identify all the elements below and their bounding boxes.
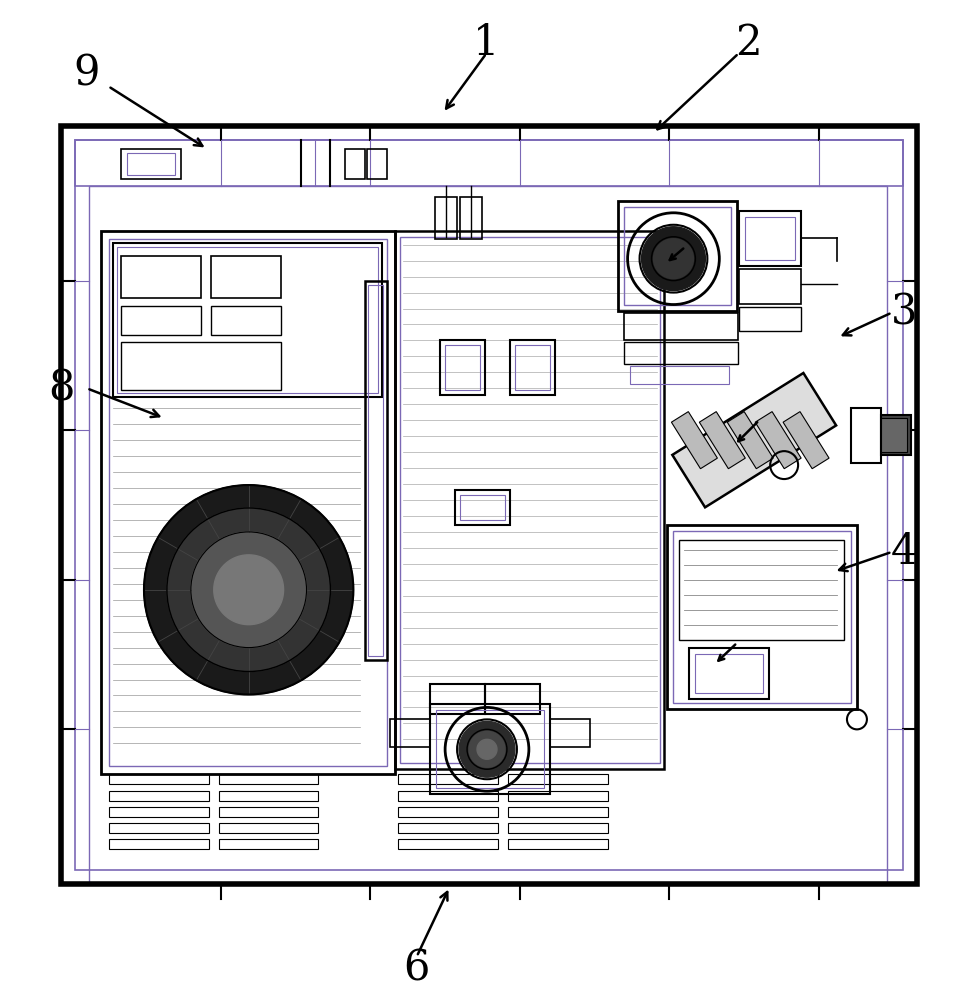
Polygon shape [144, 485, 353, 694]
Bar [485, 684, 540, 714]
Text: 8: 8 [49, 367, 75, 409]
Bar [550, 719, 590, 747]
Bar [739, 269, 801, 304]
Bar [460, 495, 505, 520]
Bar [109, 823, 209, 833]
Polygon shape [654, 239, 694, 279]
Polygon shape [214, 555, 283, 625]
Polygon shape [700, 412, 745, 469]
Bar [61, 126, 917, 884]
Bar [211, 256, 280, 298]
Bar [430, 684, 485, 714]
Bar [219, 774, 318, 784]
Text: 3: 3 [890, 292, 917, 334]
Bar [851, 408, 881, 463]
Bar [109, 807, 209, 817]
Polygon shape [191, 532, 306, 648]
Bar [75, 140, 903, 870]
Text: 9: 9 [74, 52, 100, 94]
Text: 1: 1 [473, 22, 500, 64]
Bar [460, 197, 482, 239]
Bar [219, 839, 318, 849]
Bar [90, 186, 886, 884]
Text: 6: 6 [404, 948, 430, 990]
Bar [121, 306, 200, 335]
Bar [508, 807, 608, 817]
Bar [739, 211, 801, 266]
Bar [508, 791, 608, 801]
Bar [690, 648, 770, 699]
Bar [455, 490, 510, 525]
Polygon shape [469, 731, 505, 767]
Bar [673, 531, 851, 703]
Bar [121, 342, 280, 390]
Bar [368, 149, 387, 179]
Bar [109, 774, 209, 784]
Bar [113, 243, 382, 397]
Bar [430, 704, 550, 794]
Bar [696, 654, 763, 693]
Bar [398, 839, 498, 849]
Bar [345, 149, 365, 179]
Bar [679, 540, 844, 640]
Bar [219, 823, 318, 833]
Bar [121, 149, 181, 179]
Bar [121, 256, 200, 298]
Bar [398, 791, 498, 801]
Bar [510, 340, 555, 395]
Bar [219, 791, 318, 801]
Polygon shape [672, 373, 836, 507]
Bar [624, 207, 732, 305]
Bar [398, 823, 498, 833]
Bar [219, 807, 318, 817]
Bar [127, 153, 175, 175]
Polygon shape [783, 412, 829, 469]
Polygon shape [671, 412, 717, 469]
Text: 2: 2 [736, 22, 762, 64]
Bar [881, 415, 911, 455]
Bar [101, 231, 395, 774]
Bar [739, 307, 801, 331]
Bar [508, 774, 608, 784]
Bar [881, 418, 907, 452]
Bar [440, 340, 485, 395]
Bar [398, 807, 498, 817]
Text: 4: 4 [890, 531, 917, 573]
Bar [369, 285, 383, 656]
Bar [117, 247, 378, 393]
Bar [365, 281, 387, 660]
Bar [75, 140, 903, 186]
Polygon shape [755, 412, 801, 469]
Bar [109, 239, 387, 766]
Polygon shape [459, 721, 515, 777]
Bar [618, 201, 738, 311]
Bar [395, 231, 665, 769]
Bar [667, 525, 857, 709]
Polygon shape [641, 227, 705, 291]
Bar [109, 839, 209, 849]
Bar [624, 313, 739, 340]
Bar [211, 306, 280, 335]
Bar [445, 345, 480, 390]
Bar [508, 839, 608, 849]
Bar [109, 791, 209, 801]
Bar [508, 823, 608, 833]
Polygon shape [727, 412, 774, 469]
Bar [400, 237, 660, 763]
Bar [435, 197, 457, 239]
Bar [630, 366, 730, 384]
Bar [745, 217, 795, 260]
Polygon shape [167, 508, 331, 672]
Bar [624, 342, 739, 364]
Bar [390, 719, 430, 747]
Bar [436, 710, 544, 788]
Bar [398, 774, 498, 784]
Bar [515, 345, 550, 390]
Polygon shape [477, 739, 497, 759]
